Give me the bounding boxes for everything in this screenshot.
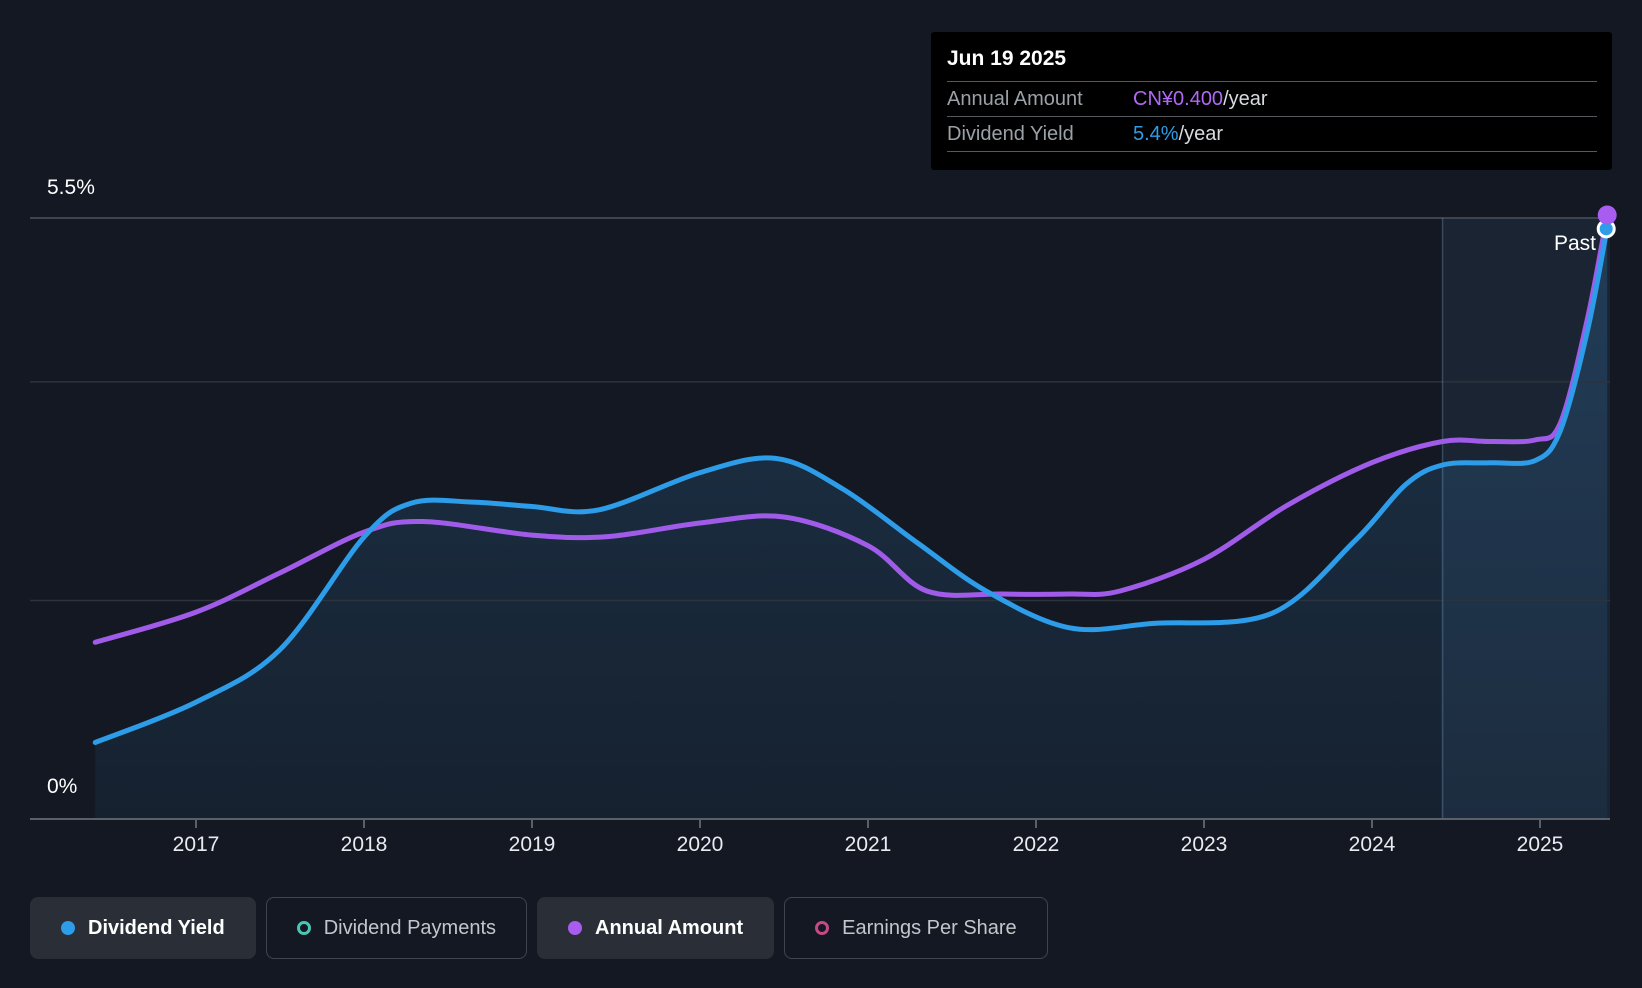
- legend-item-annual-amount[interactable]: Annual Amount: [537, 897, 775, 959]
- legend-item-label: Dividend Payments: [323, 916, 497, 939]
- x-tick-label-2017: 2017: [173, 833, 220, 856]
- legend: Dividend Yield Dividend Payments Annual Am…: [30, 897, 1048, 959]
- x-tick-label-2022: 2022: [1013, 833, 1060, 856]
- filled-dot-icon: [61, 921, 75, 935]
- x-tick-label-2021: 2021: [845, 833, 892, 856]
- open-circle-icon: [296, 921, 311, 935]
- x-tick-label-2024: 2024: [1349, 833, 1396, 856]
- annual-amount-endpoint-marker[interactable]: [1597, 205, 1617, 225]
- y-axis-max-label: 5.5%: [47, 176, 95, 199]
- legend-item-label: Dividend Yield: [88, 916, 225, 939]
- x-axis: 2017 2018 2019 2020 2021 2022 2023 2024 2025: [30, 818, 1610, 856]
- tooltip-value-suffix: /year: [1223, 87, 1268, 110]
- tooltip-row-dividend-yield: Dividend Yield 5.4% /year: [947, 117, 1597, 152]
- chart-tooltip: Jun 19 2025 Annual Amount CN¥0.400 /year…: [931, 32, 1612, 170]
- gridlines: [30, 217, 1610, 602]
- y-axis-min-label: 0%: [47, 775, 78, 798]
- past-region-label: Past: [1553, 232, 1596, 255]
- tooltip-label: Dividend Yield: [947, 122, 1074, 145]
- x-tick-label-2023: 2023: [1181, 833, 1228, 856]
- legend-item-earnings-per-share[interactable]: Earnings Per Share: [784, 897, 1048, 959]
- dividend-yield-area: [95, 227, 1608, 820]
- legend-item-label: Annual Amount: [595, 916, 744, 939]
- tooltip-date: Jun 19 2025: [947, 32, 1597, 82]
- dividend-yield-line: [92, 225, 1610, 745]
- x-tick-label-2020: 2020: [677, 833, 724, 856]
- legend-item-label: Earnings Per Share: [842, 916, 1017, 939]
- tooltip-value: 5.4%: [1133, 122, 1179, 145]
- legend-item-dividend-payments[interactable]: Dividend Payments: [265, 897, 528, 959]
- legend-item-dividend-yield[interactable]: Dividend Yield: [30, 897, 256, 959]
- x-tick-label-2019: 2019: [509, 833, 556, 856]
- open-circle-icon: [815, 921, 830, 935]
- tooltip-value: CN¥0.400: [1133, 87, 1224, 110]
- x-tick-label-2018: 2018: [341, 833, 388, 856]
- tooltip-value-suffix: /year: [1178, 122, 1224, 145]
- filled-dot-icon: [568, 921, 583, 935]
- x-tick-label-2025: 2025: [1517, 833, 1564, 856]
- tooltip-row-annual-amount: Annual Amount CN¥0.400 /year: [947, 82, 1597, 117]
- tooltip-label: Annual Amount: [947, 87, 1083, 110]
